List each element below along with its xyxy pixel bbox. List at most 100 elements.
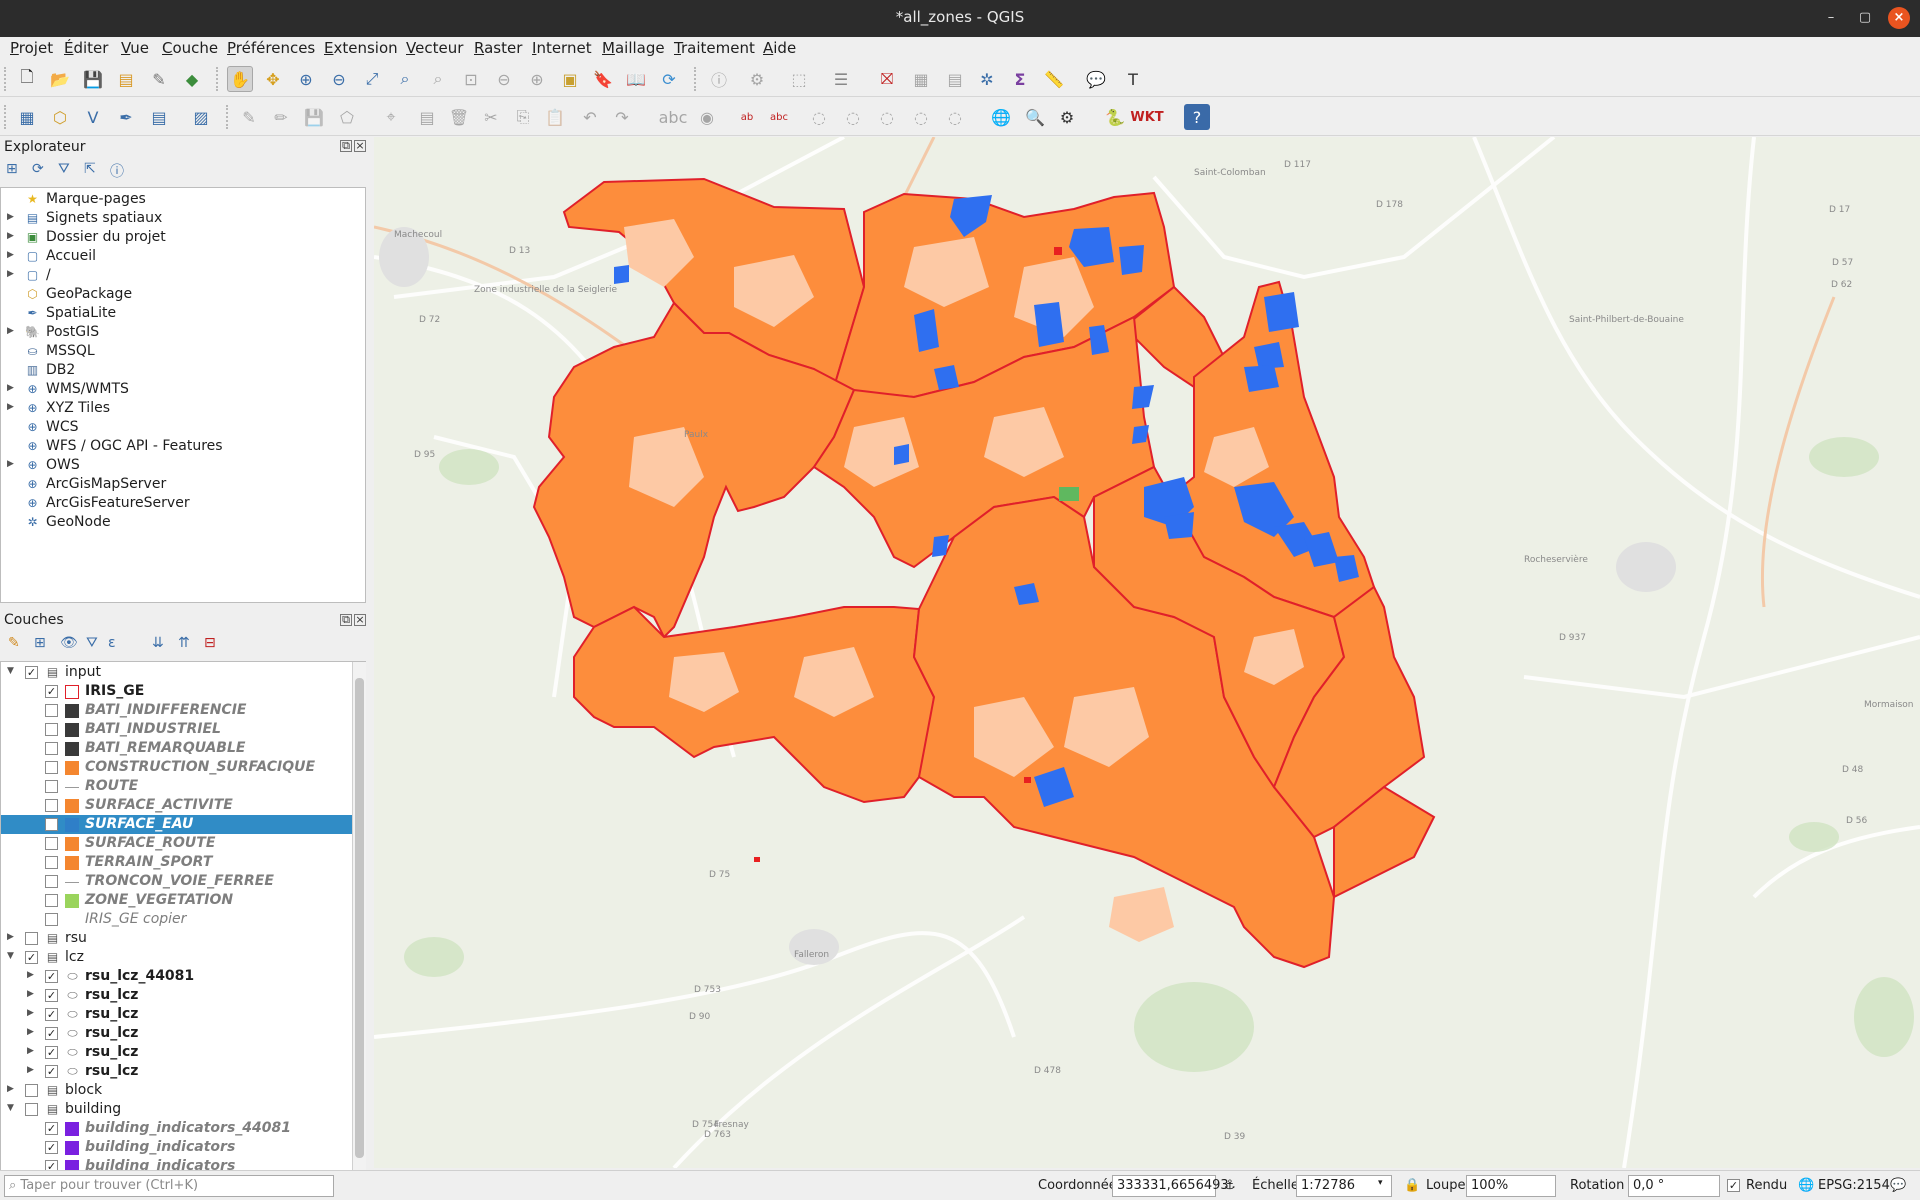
layer-visibility-checkbox[interactable]: ✓ xyxy=(45,1008,58,1021)
layer-row[interactable]: SURFACE_EAU xyxy=(1,815,365,834)
label-toolbar-icon[interactable]: abc xyxy=(658,107,688,127)
refresh-icon[interactable]: ⟳ xyxy=(662,69,676,89)
run-feature-action-icon[interactable]: ⚙ xyxy=(749,69,765,89)
toggle-extents-icon[interactable]: ⚓ xyxy=(1224,1178,1236,1193)
explorer-item[interactable]: ⊕ ArcGisMapServer xyxy=(1,475,365,494)
statistical-summary-icon[interactable]: Σ xyxy=(1014,69,1026,89)
expand-arrow-icon[interactable]: ▶ xyxy=(27,1065,34,1075)
add-selected-layers-icon[interactable]: ⊞ xyxy=(6,161,18,177)
layer-row[interactable]: TERRAIN_SPORT xyxy=(1,853,365,872)
layer-visibility-checkbox[interactable] xyxy=(45,780,58,793)
layout-manager-icon[interactable]: ✎ xyxy=(152,69,166,89)
menu-traitement[interactable]: Traitement xyxy=(674,39,755,57)
float-panel-icon[interactable]: ⧉ xyxy=(340,140,352,152)
close-button[interactable]: × xyxy=(1888,7,1910,29)
layer-visibility-checkbox[interactable]: ✓ xyxy=(45,1046,58,1059)
menu-extension[interactable]: Extension xyxy=(324,39,398,57)
layer-group-row[interactable]: ▼ ▤ building xyxy=(1,1100,365,1119)
restore-button[interactable]: ▢ xyxy=(1858,10,1872,25)
rotation-field[interactable]: 0,0 ° xyxy=(1628,1175,1720,1197)
refresh-browser-icon[interactable]: ⟳ xyxy=(32,161,44,177)
expand-arrow-icon[interactable]: ▶ xyxy=(27,1027,34,1037)
explorer-item[interactable]: ▥ DB2 xyxy=(1,361,365,380)
layer-visibility-checkbox[interactable] xyxy=(45,913,58,926)
explorer-item[interactable]: ✒ SpatiaLite xyxy=(1,304,365,323)
rotate-label-icon[interactable]: ◌ xyxy=(880,107,894,127)
pin-labels-icon[interactable]: ◉ xyxy=(700,107,714,127)
layer-row[interactable]: ▶ ✓ ⬭ rsu_lcz xyxy=(1,1024,365,1043)
scrollbar-thumb[interactable] xyxy=(355,678,364,1158)
layer-visibility-checkbox[interactable] xyxy=(45,742,58,755)
explorer-tree[interactable]: ★ Marque-pages ▶ ▤ Signets spatiaux ▶ ▣ Dossier… xyxy=(0,187,366,603)
layer-visibility-checkbox[interactable]: ✓ xyxy=(25,951,38,964)
expand-arrow-icon[interactable]: ▶ xyxy=(7,402,14,412)
locator-search-input[interactable]: ⌕ Taper pour trouver (Ctrl+K) xyxy=(4,1175,334,1197)
explorer-item[interactable]: ⊕ ArcGisFeatureServer xyxy=(1,494,365,513)
layer-row[interactable]: ✓ building_indicators xyxy=(1,1157,365,1171)
zoom-in-icon[interactable]: ⊕ xyxy=(299,69,313,89)
modify-attributes-icon[interactable]: ▤ xyxy=(419,107,435,127)
toolbar-grip[interactable] xyxy=(216,67,220,91)
menu-projet[interactable]: Projet xyxy=(10,39,54,57)
osm-downloader-icon[interactable]: ⚙ xyxy=(1059,107,1075,127)
layer-visibility-checkbox[interactable] xyxy=(45,837,58,850)
menu-internet[interactable]: Internet xyxy=(532,39,592,57)
new-geopackage-layer-icon[interactable]: ⬡ xyxy=(53,107,67,127)
expand-arrow-icon[interactable]: ▶ xyxy=(7,326,14,336)
layer-group-row[interactable]: ▶ ▤ rsu xyxy=(1,929,365,948)
pan-map-icon[interactable]: ✋ xyxy=(227,66,253,92)
menu-vue[interactable]: Vue xyxy=(121,39,149,57)
map-svg[interactable]: Saint-Colomban Machecoul Paulx Fresnay Falle… xyxy=(374,137,1920,1168)
expand-arrow-icon[interactable]: ▶ xyxy=(7,231,14,241)
text-annotation-icon[interactable]: T xyxy=(1128,69,1138,89)
toolbox-icon[interactable]: ✲ xyxy=(980,69,994,89)
layer-row[interactable]: SURFACE_ACTIVITE xyxy=(1,796,365,815)
explorer-item[interactable]: ▶ ⊕ XYZ Tiles xyxy=(1,399,365,418)
collapse-arrow-icon[interactable]: ▼ xyxy=(7,1103,14,1113)
new-bookmark-icon[interactable]: 🔖 xyxy=(593,69,613,89)
label-options-icon[interactable]: abc xyxy=(770,111,788,123)
expand-arrow-icon[interactable]: ▶ xyxy=(27,970,34,980)
layer-row[interactable]: ▶ ✓ ⬭ rsu_lcz xyxy=(1,1062,365,1081)
layer-visibility-checkbox[interactable]: ✓ xyxy=(45,1065,58,1078)
deselect-all-icon[interactable]: ⛝ xyxy=(880,69,894,88)
data-source-manager-icon[interactable]: ▦ xyxy=(19,107,35,127)
layer-row[interactable]: ROUTE xyxy=(1,777,365,796)
layer-visibility-checkbox[interactable] xyxy=(45,704,58,717)
show-bookmarks-icon[interactable]: 📖 xyxy=(626,69,646,89)
expand-arrow-icon[interactable]: ▶ xyxy=(7,459,14,469)
crs-button[interactable]: EPSG:2154 xyxy=(1818,1178,1890,1193)
toolbar-grip[interactable] xyxy=(226,105,230,129)
layer-visibility-checkbox[interactable] xyxy=(45,799,58,812)
add-feature-icon[interactable]: ⬠ xyxy=(340,107,354,127)
layer-group-row[interactable]: ▶ ▤ block xyxy=(1,1081,365,1100)
layer-visibility-checkbox[interactable] xyxy=(45,761,58,774)
attribute-table-icon[interactable]: ▦ xyxy=(913,69,929,89)
current-edits-icon[interactable]: ✎ xyxy=(242,107,256,127)
layer-visibility-checkbox[interactable] xyxy=(45,875,58,888)
layer-visibility-checkbox[interactable] xyxy=(45,723,58,736)
explorer-item[interactable]: ⊕ WCS xyxy=(1,418,365,437)
select-by-value-icon[interactable]: ☰ xyxy=(833,69,849,89)
metasearch-results-icon[interactable]: 🔍 xyxy=(1025,107,1045,127)
toggle-editing-icon[interactable]: ✏ xyxy=(274,107,288,127)
layers-tree[interactable]: ▼ ✓ ▤ input ✓ IRIS_GE BATI_INDIFFERENCIE BATI_I… xyxy=(0,661,366,1171)
layer-row[interactable]: ▶ ✓ ⬭ rsu_lcz xyxy=(1,986,365,1005)
expand-arrow-icon[interactable]: ▶ xyxy=(7,212,14,222)
style-manager-icon[interactable]: ◆ xyxy=(185,69,199,89)
explorer-item[interactable]: ★ Marque-pages xyxy=(1,190,365,209)
layer-visibility-checkbox[interactable]: ✓ xyxy=(45,1160,58,1171)
undo-icon[interactable]: ↶ xyxy=(583,107,597,127)
layer-visibility-checkbox[interactable]: ✓ xyxy=(45,989,58,1002)
filter-legend-icon[interactable]: ⛛ xyxy=(86,635,98,651)
add-delimited-layer-icon[interactable]: ▨ xyxy=(193,107,209,127)
save-edits-icon[interactable]: 💾 xyxy=(304,107,324,127)
layer-visibility-checkbox[interactable] xyxy=(25,1103,38,1116)
explorer-item[interactable]: ▶ ⊕ OWS xyxy=(1,456,365,475)
render-checkbox[interactable]: ✓ xyxy=(1727,1179,1740,1192)
filter-browser-icon[interactable]: ⛛ xyxy=(58,161,70,177)
vertex-tool-icon[interactable]: ⌖ xyxy=(386,107,396,126)
explorer-item[interactable]: ▶ ⊕ WMS/WMTS xyxy=(1,380,365,399)
new-print-layout-icon[interactable]: ▤ xyxy=(118,69,134,89)
expand-arrow-icon[interactable]: ▶ xyxy=(7,269,14,279)
